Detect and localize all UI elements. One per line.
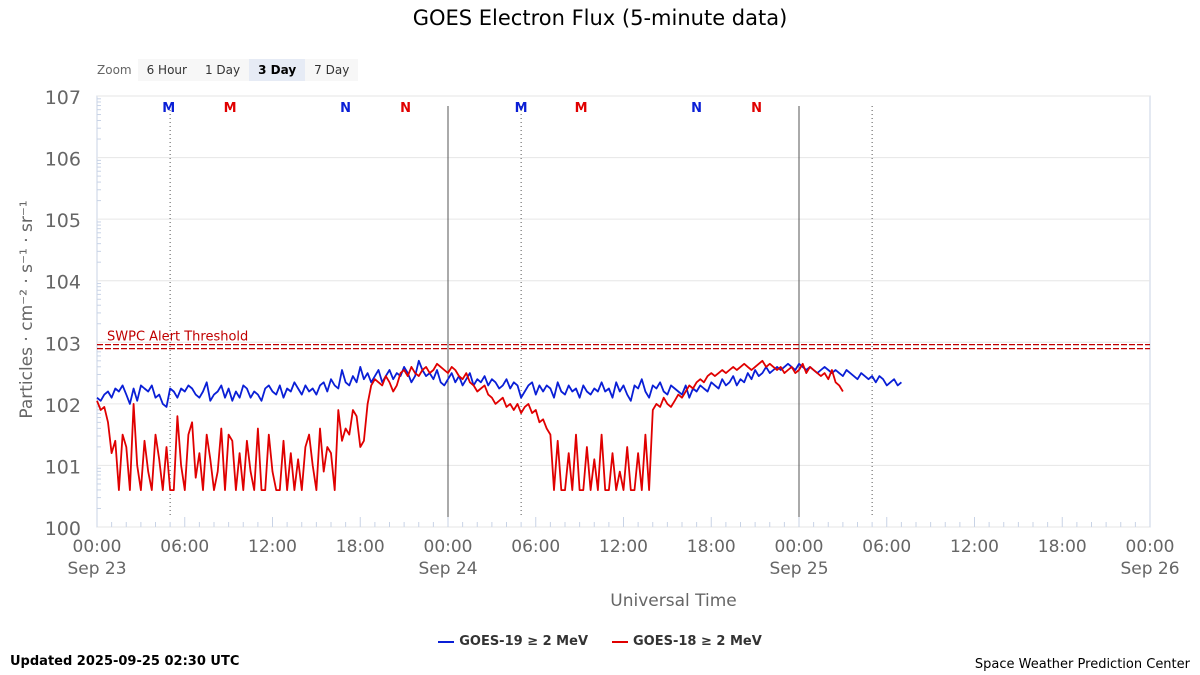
marker-m-goes19: M (162, 101, 175, 116)
zoom-6-hour-button[interactable]: 6 Hour (137, 59, 196, 81)
marker-m-goes19: M (515, 101, 528, 116)
credit-text: Space Weather Prediction Center (974, 657, 1190, 672)
y-tick-label: 100 (45, 518, 81, 540)
x-tick-time-label: 00:00 (1126, 537, 1175, 557)
legend-label-goes18: GOES-18 ≥ 2 MeV (633, 634, 762, 649)
x-axis-title: Universal Time (610, 591, 736, 611)
marker-n-goes18: N (400, 101, 411, 116)
marker-n-goes19: N (691, 101, 702, 116)
zoom-7-day-button[interactable]: 7 Day (305, 59, 359, 81)
x-tick-time-label: 12:00 (599, 537, 648, 557)
legend-item-goes19[interactable]: GOES-19 ≥ 2 MeV (438, 634, 588, 649)
threshold-label: SWPC Alert Threshold (107, 330, 248, 345)
y-tick-label: 102 (45, 395, 81, 417)
x-tick-time-label: 18:00 (336, 537, 385, 557)
y-tick-label: 104 (45, 272, 81, 294)
x-tick-date-label: Sep 23 (67, 559, 126, 579)
x-tick-time-label: 06:00 (160, 537, 209, 557)
y-tick-label: 103 (45, 333, 81, 355)
plot-area (96, 95, 1151, 528)
series-line-goes19 (96, 359, 902, 408)
updated-timestamp: Updated 2025-09-25 02:30 UTC (10, 654, 240, 669)
zoom-label: Zoom (97, 63, 132, 77)
x-tick-time-label: 06:00 (511, 537, 560, 557)
y-axis-title: Particles · cm⁻² · s⁻¹ · sr⁻¹ (17, 200, 37, 418)
y-tick-label: 101 (45, 456, 81, 478)
x-tick-time-label: 00:00 (775, 537, 824, 557)
x-tick-date-label: Sep 25 (769, 559, 828, 579)
marker-n-goes19: N (340, 101, 351, 116)
x-tick-time-label: 12:00 (248, 537, 297, 557)
y-tick-label: 107 (45, 87, 81, 109)
legend-label-goes19: GOES-19 ≥ 2 MeV (459, 634, 588, 649)
zoom-bar: Zoom 6 Hour 1 Day 3 Day 7 Day (92, 59, 359, 81)
x-tick-time-label: 00:00 (73, 537, 122, 557)
x-tick-time-label: 12:00 (950, 537, 999, 557)
x-tick-date-label: Sep 24 (418, 559, 477, 579)
legend-item-goes18[interactable]: GOES-18 ≥ 2 MeV (612, 634, 762, 649)
marker-m-goes18: M (224, 101, 237, 116)
marker-m-goes18: M (575, 101, 588, 116)
x-tick-date-label: Sep 26 (1120, 559, 1179, 579)
zoom-1-day-button[interactable]: 1 Day (195, 59, 250, 81)
y-tick-label: 105 (45, 210, 81, 232)
x-tick-time-label: 18:00 (687, 537, 736, 557)
marker-n-goes18: N (751, 101, 762, 116)
x-tick-time-label: 00:00 (424, 537, 473, 557)
x-tick-time-label: 18:00 (1038, 537, 1087, 557)
series-line-goes18 (96, 359, 844, 491)
chart-title: GOES Electron Flux (5-minute data) (412, 6, 788, 30)
y-tick-label: 106 (45, 149, 81, 171)
legend: GOES-19 ≥ 2 MeV GOES-18 ≥ 2 MeV (0, 634, 1200, 649)
legend-swatch-goes19 (438, 640, 455, 643)
zoom-3-day-button[interactable]: 3 Day (249, 59, 306, 81)
legend-swatch-goes18 (612, 640, 628, 643)
x-tick-time-label: 06:00 (862, 537, 911, 557)
